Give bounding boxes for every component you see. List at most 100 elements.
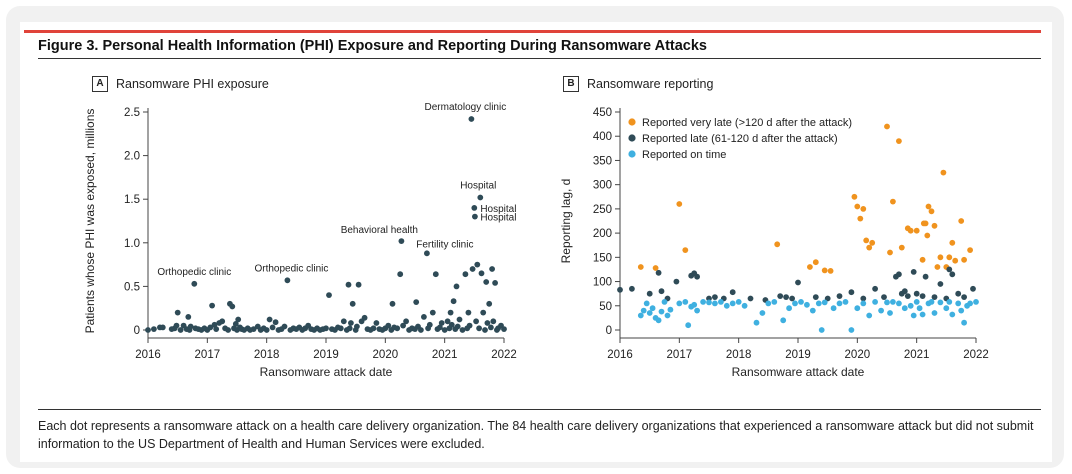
data-point	[385, 322, 392, 329]
data-point	[476, 325, 482, 332]
data-point	[235, 316, 242, 323]
x-tick-label: 2018	[726, 349, 752, 361]
data-point	[477, 194, 484, 201]
data-point	[916, 305, 923, 312]
x-tick-label: 2016	[135, 349, 161, 361]
data-point	[207, 324, 214, 331]
data-point	[807, 264, 813, 270]
data-point	[432, 271, 439, 278]
data-point	[421, 314, 427, 320]
data-point	[652, 265, 659, 271]
data-point	[863, 237, 870, 244]
chart-a-phi-exposure: 0 0.5 1.0 1.5 2.0 2.5 2016 2017 2018 2019 2020 2021…	[83, 102, 517, 379]
data-point	[655, 317, 662, 324]
data-point	[649, 305, 656, 312]
data-point	[473, 318, 479, 325]
data-point	[771, 299, 778, 305]
data-point	[809, 307, 816, 314]
data-point	[468, 116, 475, 122]
y-tick-label: 200	[593, 228, 612, 240]
data-point	[501, 326, 507, 332]
data-point	[373, 320, 380, 326]
legend-entry: Reported late (61-120 d after the attack…	[642, 133, 838, 145]
data-point	[925, 203, 932, 210]
data-point	[424, 250, 430, 257]
x-axis-title: Ransomware attack date	[732, 365, 865, 379]
x-tick-label: 2017	[667, 349, 693, 361]
caption-rule	[38, 409, 1041, 410]
data-point	[492, 280, 498, 286]
data-point	[403, 318, 409, 325]
data-point	[952, 257, 959, 264]
data-point	[151, 326, 157, 332]
data-point	[949, 311, 956, 318]
panel-a-letter: A	[92, 76, 108, 92]
x-tick-label: 2018	[254, 349, 280, 361]
data-point	[326, 292, 332, 298]
data-point	[860, 300, 867, 307]
data-point	[783, 294, 789, 300]
data-point	[854, 305, 861, 312]
data-point	[910, 269, 917, 275]
data-point	[759, 310, 766, 316]
data-point	[486, 300, 493, 307]
y-tick-label: 0	[606, 325, 612, 337]
data-point	[437, 324, 443, 331]
data-point	[667, 306, 674, 313]
data-point	[676, 201, 683, 207]
data-point	[970, 285, 976, 292]
data-point	[718, 299, 724, 305]
data-point	[658, 288, 665, 295]
data-point	[818, 327, 825, 333]
legend-entry: Reported on time	[642, 149, 726, 161]
data-point	[741, 302, 748, 309]
data-point	[349, 300, 356, 307]
legend-marker	[628, 150, 636, 158]
y-tick-label: 400	[593, 131, 612, 143]
data-point	[792, 300, 798, 307]
data-point	[438, 320, 445, 326]
accent-rule	[24, 30, 1041, 33]
data-point	[887, 249, 893, 256]
data-point	[901, 288, 908, 295]
data-point	[872, 299, 878, 305]
data-point	[337, 325, 344, 332]
data-point	[655, 269, 662, 276]
data-point	[225, 327, 232, 333]
annotation-label: Orthopedic clinic	[254, 263, 328, 274]
data-point	[946, 254, 953, 261]
data-point	[723, 302, 730, 309]
data-point	[836, 293, 843, 299]
data-point	[907, 227, 914, 234]
data-point	[700, 299, 706, 305]
y-tick-label: 0.5	[124, 281, 140, 293]
data-point	[931, 222, 938, 229]
data-point	[967, 247, 973, 254]
data-point	[753, 319, 760, 326]
x-tick-label: 2020	[373, 349, 399, 361]
y-axis-title: Patients whose PHI was exposed, millions	[83, 109, 97, 334]
figure-card	[20, 22, 1052, 462]
data-point	[890, 299, 896, 305]
x-tick-label: 2022	[491, 349, 517, 361]
y-tick-label: 0	[134, 325, 140, 337]
data-point	[191, 280, 198, 287]
data-point	[967, 300, 973, 307]
data-point	[931, 294, 938, 300]
data-point	[848, 289, 855, 296]
data-point	[664, 312, 671, 319]
data-point	[213, 326, 220, 332]
data-point	[345, 281, 352, 288]
data-point	[448, 321, 455, 328]
data-point	[869, 239, 876, 246]
legend-marker	[628, 118, 636, 126]
data-point	[798, 299, 804, 305]
x-tick-label: 2022	[963, 349, 989, 361]
y-tick-label: 50	[599, 301, 612, 313]
data-point	[354, 323, 360, 330]
data-point	[884, 299, 890, 306]
data-point	[394, 325, 401, 332]
data-point	[472, 213, 478, 220]
data-point	[866, 244, 873, 251]
data-point	[958, 218, 965, 224]
